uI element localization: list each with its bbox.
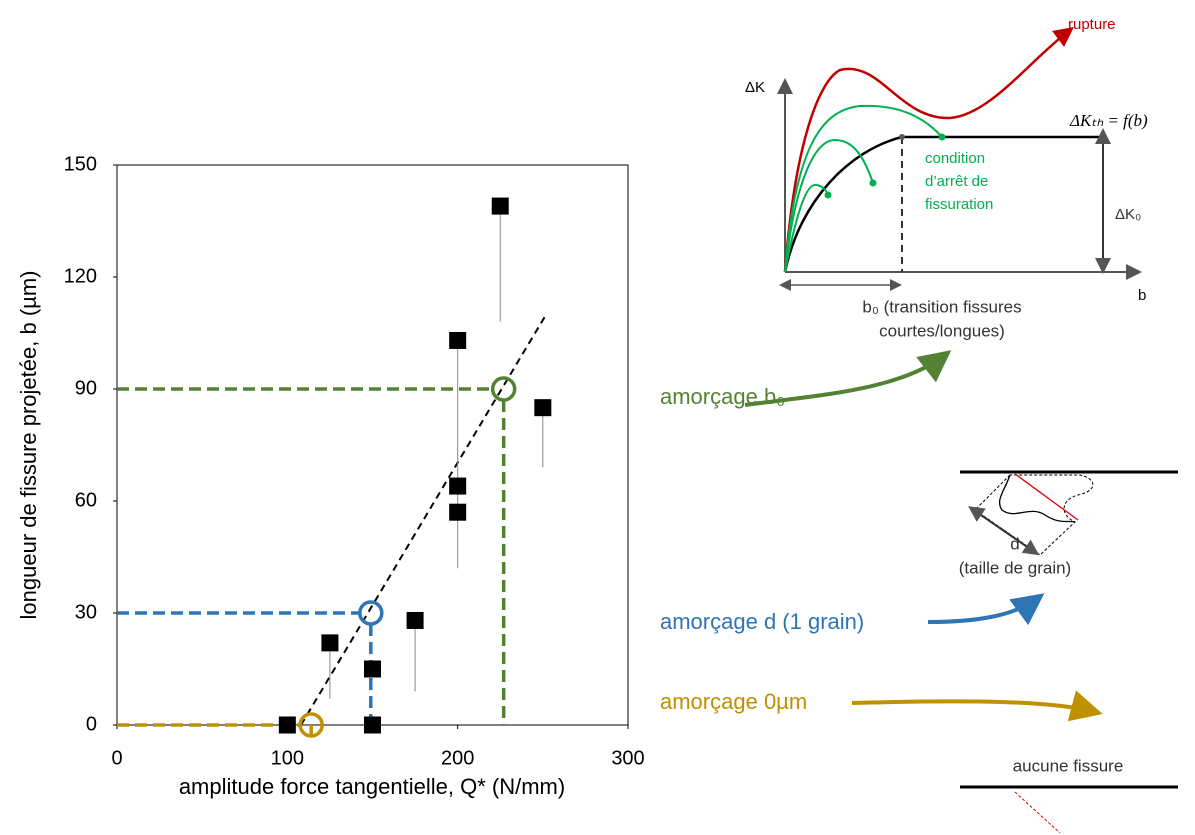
label-arrow [744, 350, 952, 407]
transition-point [899, 134, 905, 140]
x-tick-label: 300 [611, 747, 644, 769]
dkth-label: ΔKₜₕ = f(b) [1069, 111, 1148, 130]
plot-frame [116, 164, 629, 726]
point [364, 716, 381, 734]
b0-label: b₀ (transition fissures [862, 297, 1021, 316]
threshold-label: amorçage d (1 grain) [660, 609, 864, 634]
point [534, 399, 552, 417]
threshold-point [358, 600, 384, 626]
grain-diagram: d (taille de grain) aucune fissure [959, 470, 1178, 834]
point [491, 197, 509, 215]
x-axis-label: amplitude force tangentielle, Q* (N/mm) [179, 774, 565, 799]
dk-diagram: rupture ΔK ΔKₜₕ = f(b) condition d’arrêt… [745, 16, 1148, 341]
point [406, 611, 424, 629]
threshold-label: amorçage b₀ [660, 384, 785, 409]
threshold-point [298, 712, 324, 738]
grain-label: (taille de grain) [959, 558, 1071, 577]
x-tick-label: 100 [271, 747, 304, 769]
crack [1014, 473, 1079, 521]
d-arrow [968, 506, 1040, 556]
threshold-curve [783, 135, 1100, 273]
plot: amplitude force tangentielle, Q* (N/mm) … [16, 153, 645, 799]
arrest-curve [784, 183, 829, 273]
point [449, 503, 467, 521]
arrest-curve [784, 104, 943, 273]
y-tick-label: 150 [64, 153, 97, 175]
grain [974, 474, 1094, 556]
y-axis-label: longueur de fissure projetée, b (µm) [16, 271, 41, 620]
point [449, 331, 467, 349]
b-label: b [1138, 287, 1146, 304]
arrest-point [824, 191, 832, 199]
condition-label: condition [925, 150, 985, 167]
condition-label: d’arrêt de [925, 173, 988, 190]
threshold-label: amorçage 0µm [660, 689, 807, 714]
y-tick-label: 60 [75, 489, 97, 511]
rupture-curve [783, 26, 1074, 273]
trend-line [300, 313, 548, 726]
no-crack [1014, 791, 1061, 834]
y-tick-label: 90 [75, 377, 97, 399]
none-label: aucune fissure [1013, 756, 1124, 775]
label-arrow [927, 593, 1045, 626]
x-tick-label: 200 [441, 747, 474, 769]
d-label: d [1010, 534, 1019, 553]
arrest-curve [784, 138, 874, 273]
dk0-label: ΔK₀ [1115, 206, 1141, 223]
condition-label: fissuration [925, 196, 993, 213]
arrest-point [938, 133, 946, 141]
y-tick-label: 0 [86, 713, 97, 735]
rupture-label: rupture [1068, 16, 1116, 33]
x-tick-label: 0 [111, 747, 122, 769]
y-tick-label: 120 [64, 265, 97, 287]
b0-label: courtes/longues) [879, 321, 1005, 340]
point [449, 477, 467, 495]
threshold-point [490, 376, 517, 402]
dk-label: ΔK [745, 79, 765, 96]
arrest-point [869, 179, 877, 187]
label-arrow [851, 690, 1103, 722]
point [278, 716, 296, 734]
grain-boundary [998, 474, 1076, 523]
y-tick-label: 30 [75, 601, 97, 623]
point [364, 660, 381, 678]
point [321, 634, 339, 652]
